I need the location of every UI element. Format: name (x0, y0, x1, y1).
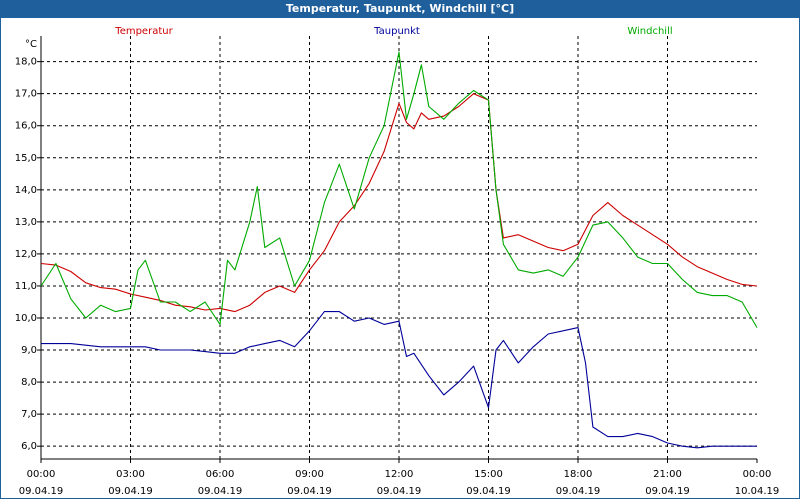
x-tick-time-label: 06:00 (206, 469, 235, 480)
y-tick-label: 15,0 (15, 153, 37, 164)
y-tick-label: 9,0 (21, 345, 37, 356)
y-tick-label: 10,0 (15, 313, 37, 324)
x-tick-date-label: 09.04.19 (556, 486, 601, 497)
grid (41, 36, 757, 459)
y-tick-label: 6,0 (21, 441, 37, 452)
y-tick-label: 8,0 (21, 377, 37, 388)
y-tick-label: 7,0 (21, 409, 37, 420)
x-tick-date-label: 09.04.19 (19, 486, 64, 497)
x-tick-date-label: 09.04.19 (108, 486, 153, 497)
y-tick-label: 16,0 (15, 121, 37, 132)
y-tick-label: 11,0 (15, 281, 37, 292)
x-tick-time-label: 15:00 (474, 469, 503, 480)
x-tick-date-label: 09.04.19 (645, 486, 690, 497)
y-tick-label: 13,0 (15, 217, 37, 228)
axes: 6,0 7,0 8,0 9,0 10,0 11,0 12,0 13,0 14,0 15,0 16,0… (15, 36, 780, 497)
y-tick-label: 17,0 (15, 89, 37, 100)
y-tick-label: 12,0 (15, 249, 37, 260)
window-title-bar: Temperatur, Taupunkt, Windchill [°C] (0, 0, 800, 18)
x-tick-time-label: 00:00 (27, 469, 56, 480)
legend-entry-taupunkt: Taupunkt (373, 26, 420, 37)
x-tick-date-label: 09.04.19 (466, 486, 511, 497)
y-tick-label: 14,0 (15, 185, 37, 196)
x-tick-time-label: 12:00 (385, 469, 414, 480)
x-tick-date-label: 09.04.19 (377, 486, 422, 497)
chart-frame: 6,0 7,0 8,0 9,0 10,0 11,0 12,0 13,0 14,0 15,0 16,0… (0, 18, 800, 499)
legend: Temperatur Taupunkt Windchill (114, 26, 672, 37)
legend-entry-temperatur: Temperatur (114, 26, 173, 37)
x-tick-date-label: 09.04.19 (287, 486, 332, 497)
series-line-temperatur (40, 93, 758, 313)
series-lines (40, 51, 758, 449)
x-tick-date-label: 10.04.19 (735, 486, 780, 497)
x-tick-time-label: 21:00 (653, 469, 682, 480)
window-title: Temperatur, Taupunkt, Windchill [°C] (285, 2, 515, 15)
y-unit-label: °C (25, 39, 37, 50)
y-tick-label: 18,0 (15, 57, 37, 68)
x-tick-date-label: 09.04.19 (198, 486, 243, 497)
x-tick-time-label: 09:00 (295, 469, 324, 480)
line-chart: 6,0 7,0 8,0 9,0 10,0 11,0 12,0 13,0 14,0 15,0 16,0… (15, 26, 780, 497)
series-line-taupunkt (41, 311, 757, 449)
x-tick-time-label: 03:00 (116, 469, 145, 480)
legend-entry-windchill: Windchill (627, 26, 672, 37)
x-tick-time-label: 00:00 (743, 469, 772, 480)
series-line-windchill (40, 51, 758, 328)
x-tick-time-label: 18:00 (564, 469, 593, 480)
